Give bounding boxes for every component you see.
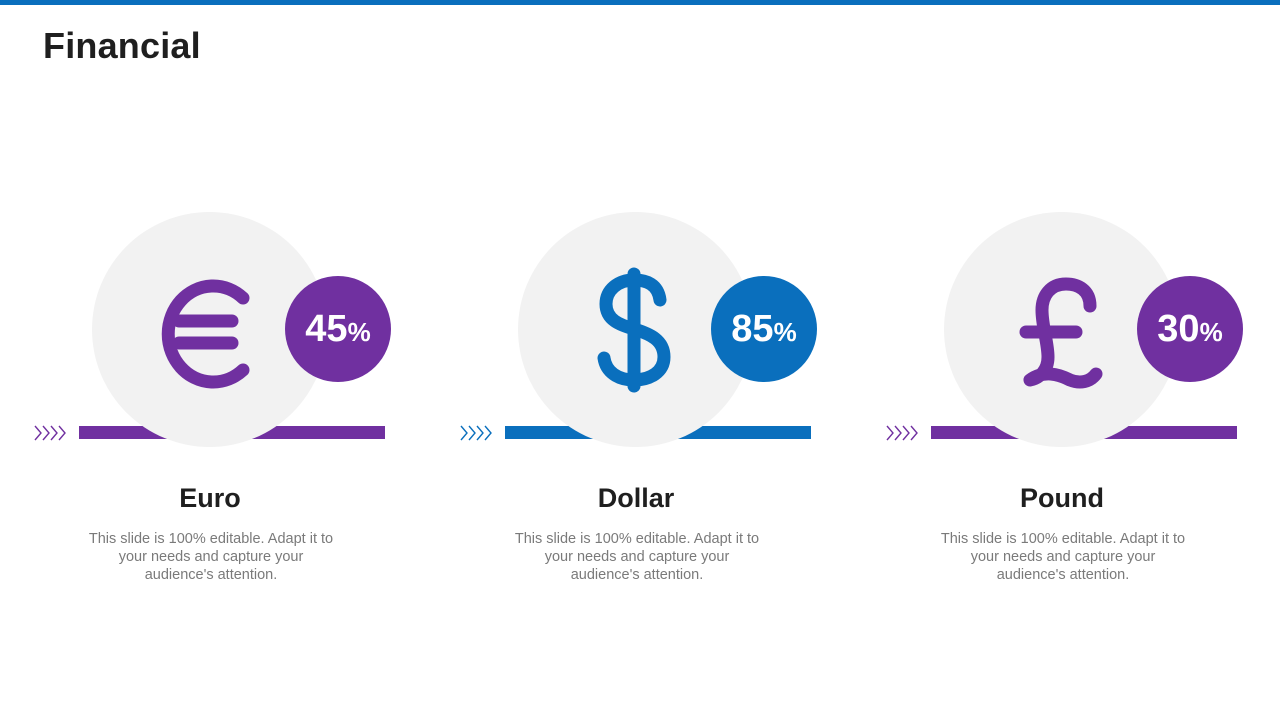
card-description: This slide is 100% editable. Adapt it to… — [514, 531, 760, 583]
percent-unit: % — [1199, 317, 1223, 347]
pound-icon — [1019, 277, 1103, 389]
percent-value: 85 — [731, 308, 774, 350]
card-dollar: 85% Dollar This slide is 100% editable. … — [426, 200, 856, 620]
percent-badge: 85% — [711, 276, 817, 382]
card-title: Dollar — [597, 483, 675, 513]
percent-badge: 30% — [1137, 276, 1243, 382]
percent-value: 30 — [1157, 308, 1200, 350]
card-description: This slide is 100% editable. Adapt it to… — [88, 531, 334, 583]
percent-unit: % — [773, 317, 797, 347]
chevron-arrows-icon — [460, 425, 492, 441]
euro-icon — [161, 279, 250, 389]
card-euro: 45% Euro This slide is 100% editable. Ad… — [0, 200, 430, 620]
dollar-icon — [597, 267, 671, 393]
card-description: This slide is 100% editable. Adapt it to… — [940, 531, 1186, 583]
card-title: Pound — [1020, 483, 1104, 513]
percent-value: 45 — [305, 308, 348, 350]
chevron-arrows-icon — [886, 425, 918, 441]
card-pound: 30% Pound This slide is 100% editable. A… — [852, 200, 1280, 620]
percent-badge: 45% — [285, 276, 391, 382]
top-accent-bar — [0, 0, 1280, 5]
page-title: Financial — [43, 25, 201, 66]
chevron-arrows-icon — [34, 425, 66, 441]
card-title: Euro — [179, 483, 241, 513]
percent-unit: % — [347, 317, 371, 347]
